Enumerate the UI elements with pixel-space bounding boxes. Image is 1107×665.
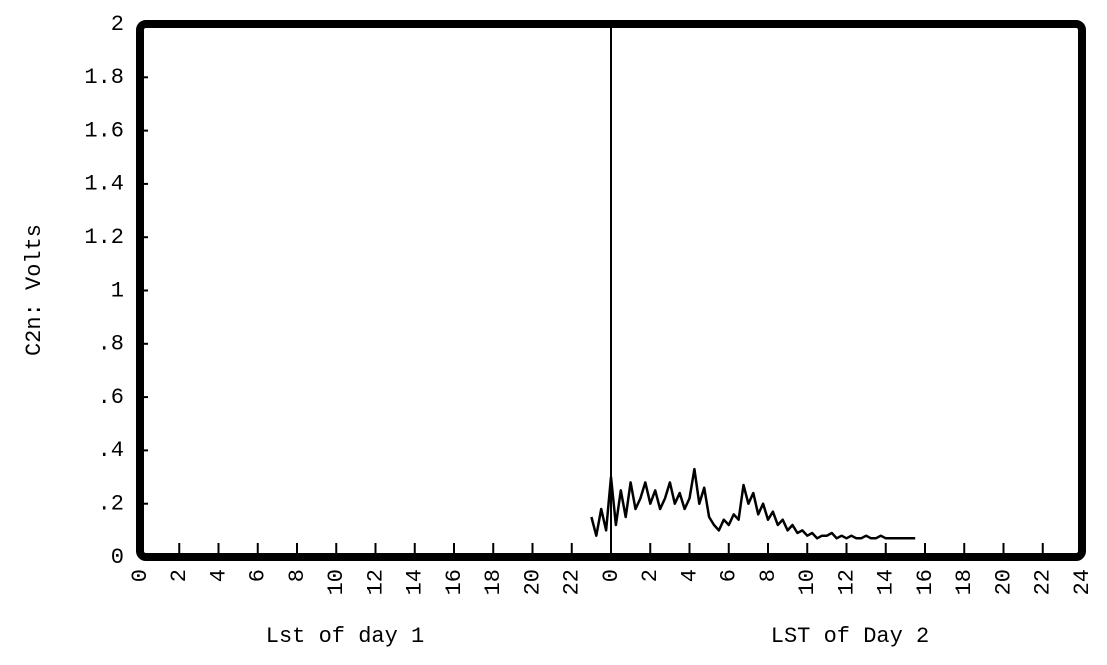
x-tick-label: 20 [991,569,1016,595]
y-tick-label: 0 [111,545,124,570]
x-tick-label: 20 [520,569,545,595]
y-tick-label: .4 [98,438,124,463]
x-tick-label: 0 [128,569,153,582]
x-tick-label: 16 [442,569,467,595]
x-tick-label: 16 [913,569,938,595]
y-tick-label: 1.2 [84,225,124,250]
x-tick-label: 10 [795,569,820,595]
x-tick-label: 12 [834,569,859,595]
x-tick-label: 24 [1070,569,1095,595]
data-line [590,467,916,540]
x-axis-label: LST of Day 2 [771,624,929,649]
y-tick-label: 2 [111,12,124,37]
x-tick-label: 6 [246,569,271,582]
y-tick-label: 1.4 [84,172,124,197]
x-tick-label: 4 [677,569,702,582]
x-axis-label: Lst of day 1 [266,624,424,649]
y-tick-label: .2 [98,492,124,517]
y-axis-label: C2n: Volts [22,224,47,356]
y-tick-label: .8 [98,332,124,357]
x-tick-label: 12 [363,569,388,595]
x-tick-label: 14 [403,569,428,595]
y-tick-label: .6 [98,385,124,410]
x-tick-label: 2 [638,569,663,582]
x-tick-label: 8 [285,569,310,582]
x-tick-label: 4 [206,569,231,582]
y-tick-label: 1 [111,278,124,303]
y-tick-label: 1.8 [84,65,124,90]
x-tick-label: 10 [324,569,349,595]
x-tick-label: 0 [599,569,624,582]
x-tick-label: 18 [481,569,506,595]
x-tick-label: 6 [717,569,742,582]
x-tick-label: 8 [756,569,781,582]
x-tick-label: 22 [1031,569,1056,595]
x-tick-label: 2 [167,569,192,582]
x-tick-label: 14 [874,569,899,595]
x-tick-label: 22 [560,569,585,595]
x-tick-label: 18 [952,569,977,595]
y-tick-label: 1.6 [84,118,124,143]
